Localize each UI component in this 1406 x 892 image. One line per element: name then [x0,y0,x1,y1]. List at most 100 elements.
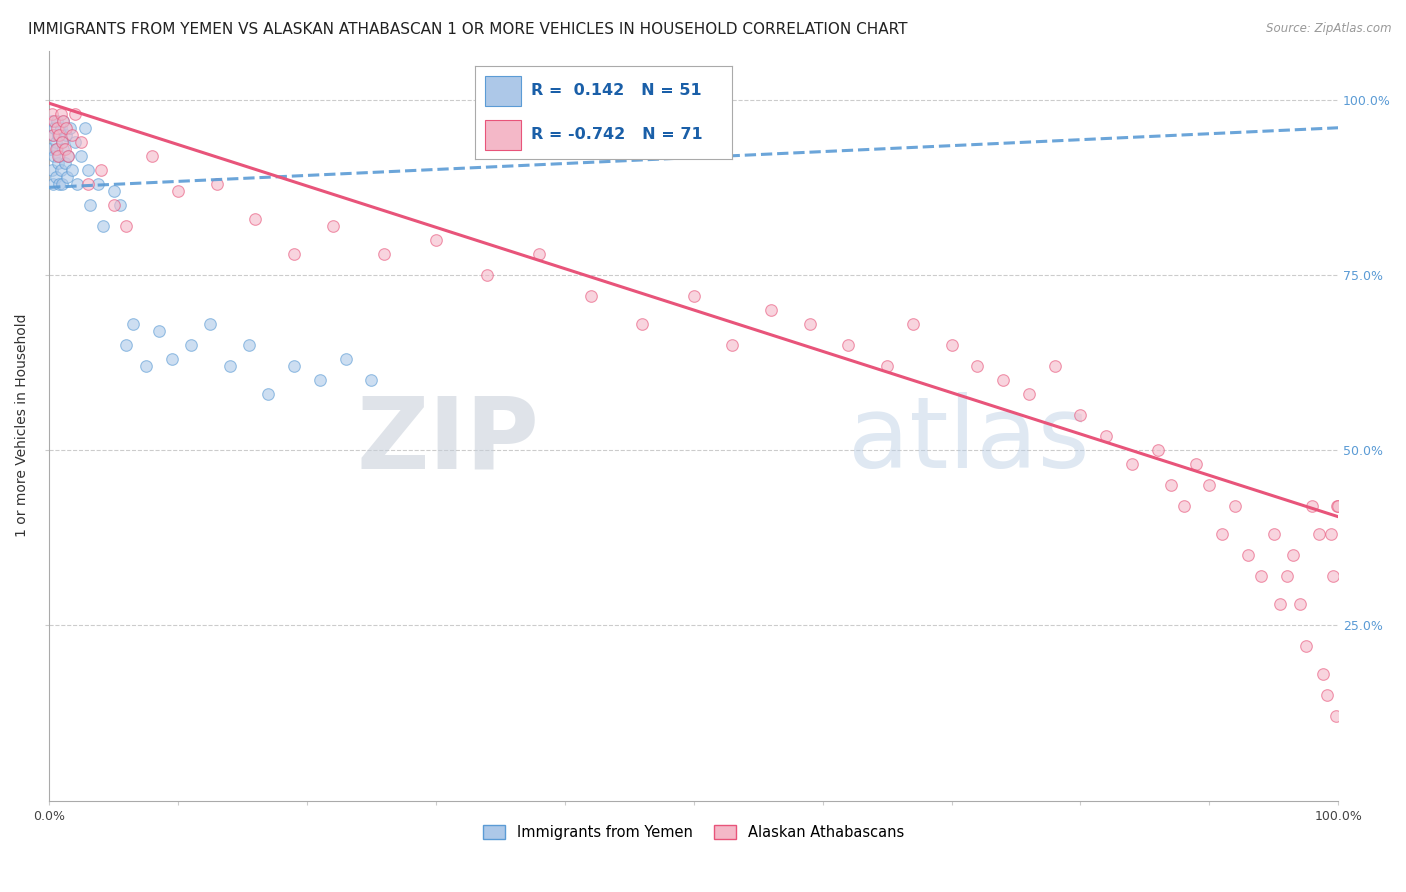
Point [1160,478,1182,492]
Point [44,149,66,163]
Point [45,169,67,184]
Point [58,149,80,163]
Point [44,120,66,135]
Point [283,247,305,261]
Point [1043,359,1066,373]
Point [41,113,63,128]
Point [1327,499,1350,513]
Point [53,142,76,156]
Point [1282,548,1305,562]
Point [1322,569,1344,583]
Point [167,184,190,198]
Point [49,120,72,135]
Point [308,373,330,387]
Point [1326,499,1348,513]
Point [1237,548,1260,562]
Legend: Immigrants from Yemen, Alaskan Athabascans: Immigrants from Yemen, Alaskan Athabasca… [477,819,910,846]
Point [941,338,963,352]
Point [876,359,898,373]
Point [52,113,75,128]
Point [63,107,86,121]
Point [42,128,65,142]
Point [70,149,93,163]
Point [218,359,240,373]
Point [90,162,112,177]
Point [322,219,344,233]
Point [45,142,67,156]
Point [46,149,69,163]
Point [373,247,395,261]
Point [51,135,73,149]
Text: atlas: atlas [848,392,1090,489]
Point [1288,597,1310,611]
Point [1312,667,1334,681]
Point [42,128,65,142]
Point [1185,457,1208,471]
Point [1316,689,1339,703]
Point [60,128,83,142]
Point [1223,499,1246,513]
Point [91,219,114,233]
Point [51,135,73,149]
Point [1324,709,1347,723]
Point [200,317,222,331]
Point [1198,478,1220,492]
Point [41,107,63,121]
Point [527,247,550,261]
Point [682,289,704,303]
Point [60,162,83,177]
Point [115,338,138,352]
Text: Source: ZipAtlas.com: Source: ZipAtlas.com [1267,22,1392,36]
Point [1301,499,1323,513]
Point [39,142,62,156]
Point [51,177,73,191]
Point [135,359,157,373]
Point [1121,457,1143,471]
Point [335,352,357,367]
Point [76,177,98,191]
Point [45,142,67,156]
Point [55,128,77,142]
Point [75,120,97,135]
Point [1295,640,1317,654]
Point [205,177,228,191]
Point [42,177,65,191]
Point [631,317,654,331]
Point [721,338,744,352]
Point [108,198,131,212]
Point [1018,387,1040,401]
Point [579,289,602,303]
Point [141,149,163,163]
Point [103,198,125,212]
Y-axis label: 1 or more Vehicles in Household: 1 or more Vehicles in Household [15,314,30,537]
Point [59,120,82,135]
Point [53,156,76,170]
Point [1069,408,1091,422]
Text: ZIP: ZIP [356,392,538,489]
Point [160,352,183,367]
Point [1211,527,1233,541]
Point [1095,429,1118,443]
Point [1146,443,1168,458]
Point [148,324,170,338]
Point [1250,569,1272,583]
Point [837,338,859,352]
Point [49,162,72,177]
Point [52,113,75,128]
Point [1275,569,1298,583]
Point [1319,527,1341,541]
Point [103,184,125,198]
Point [122,317,145,331]
Point [48,177,70,191]
Point [257,387,280,401]
Point [759,303,782,318]
Point [180,338,202,352]
Point [66,177,89,191]
Point [70,135,93,149]
Point [63,135,86,149]
Point [238,338,260,352]
Point [41,162,63,177]
Point [1270,597,1292,611]
Point [48,149,70,163]
Point [45,113,67,128]
